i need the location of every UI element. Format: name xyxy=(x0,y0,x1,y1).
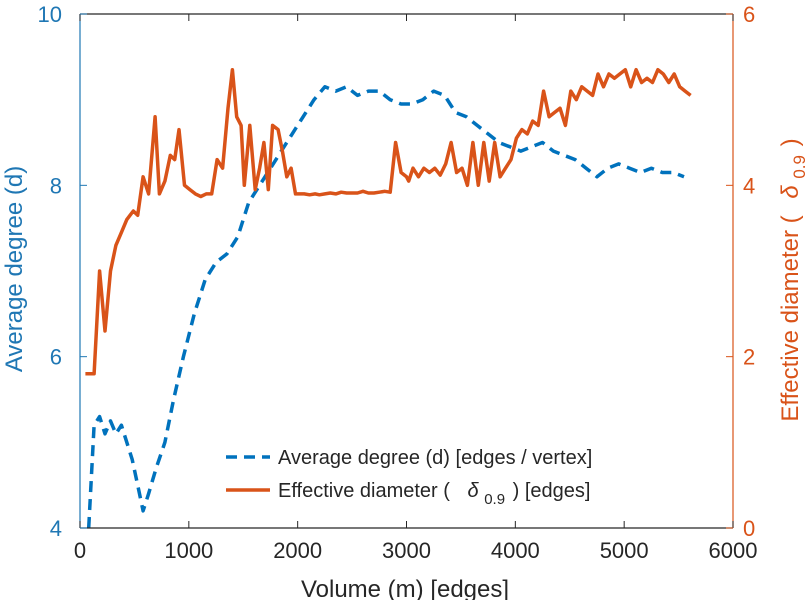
legend-diam-prefix: Effective diameter ( xyxy=(278,480,450,502)
legend-diam-label: Effective diameter ( δ 0.9 ) [edges] xyxy=(278,480,590,509)
legend: Average degree (d) [edges / vertex] Effe… xyxy=(226,447,592,509)
x-tick-label: 1000 xyxy=(164,538,213,563)
legend-diam-symbol: δ xyxy=(468,480,480,502)
legend-diam-sub: 0.9 xyxy=(484,491,505,508)
x-tick-label: 0 xyxy=(74,538,86,563)
y-left-tick-label: 8 xyxy=(50,173,62,198)
y-left-tick-label: 6 xyxy=(50,345,62,370)
x-tick-label: 6000 xyxy=(709,538,758,563)
series-effective-diameter-line xyxy=(85,67,692,376)
y-right-tick-label: 6 xyxy=(743,2,755,27)
y-left-tick-label: 4 xyxy=(50,516,62,541)
x-tick-label: 2000 xyxy=(273,538,322,563)
x-tick-label: 4000 xyxy=(491,538,540,563)
y-left-tick-label: 10 xyxy=(38,2,62,27)
y-axis-left-label: Average degree (d) xyxy=(1,166,28,372)
y-right-label-suffix: ) xyxy=(777,138,804,146)
y-right-label-prefix: Effective diameter ( xyxy=(777,215,804,421)
legend-avg-label: Average degree (d) [edges / vertex] xyxy=(278,447,592,469)
axes-layer: 0 1000 2000 3000 4000 5000 6000 4 6 8 10 0 2 4 6 xyxy=(38,2,758,563)
plot-background xyxy=(80,14,733,528)
plot-area xyxy=(80,14,733,528)
x-axis-label: Volume (m) [edges] xyxy=(301,576,509,600)
y-right-label-sub: 0.9 xyxy=(790,155,809,179)
y-right-tick-label: 4 xyxy=(743,173,755,198)
legend-diam-suffix: ) [edges] xyxy=(513,480,591,502)
series-average-degree-line xyxy=(86,85,685,529)
y-right-tick-label: 2 xyxy=(743,345,755,370)
series-layer xyxy=(85,67,692,529)
y-axis-right-label: Effective diameter ( δ 0.9 ) xyxy=(777,138,811,421)
y-right-label-symbol: δ xyxy=(777,185,804,199)
x-tick-label: 5000 xyxy=(600,538,649,563)
y-right-tick-label: 0 xyxy=(743,516,755,541)
x-tick-label: 3000 xyxy=(382,538,431,563)
